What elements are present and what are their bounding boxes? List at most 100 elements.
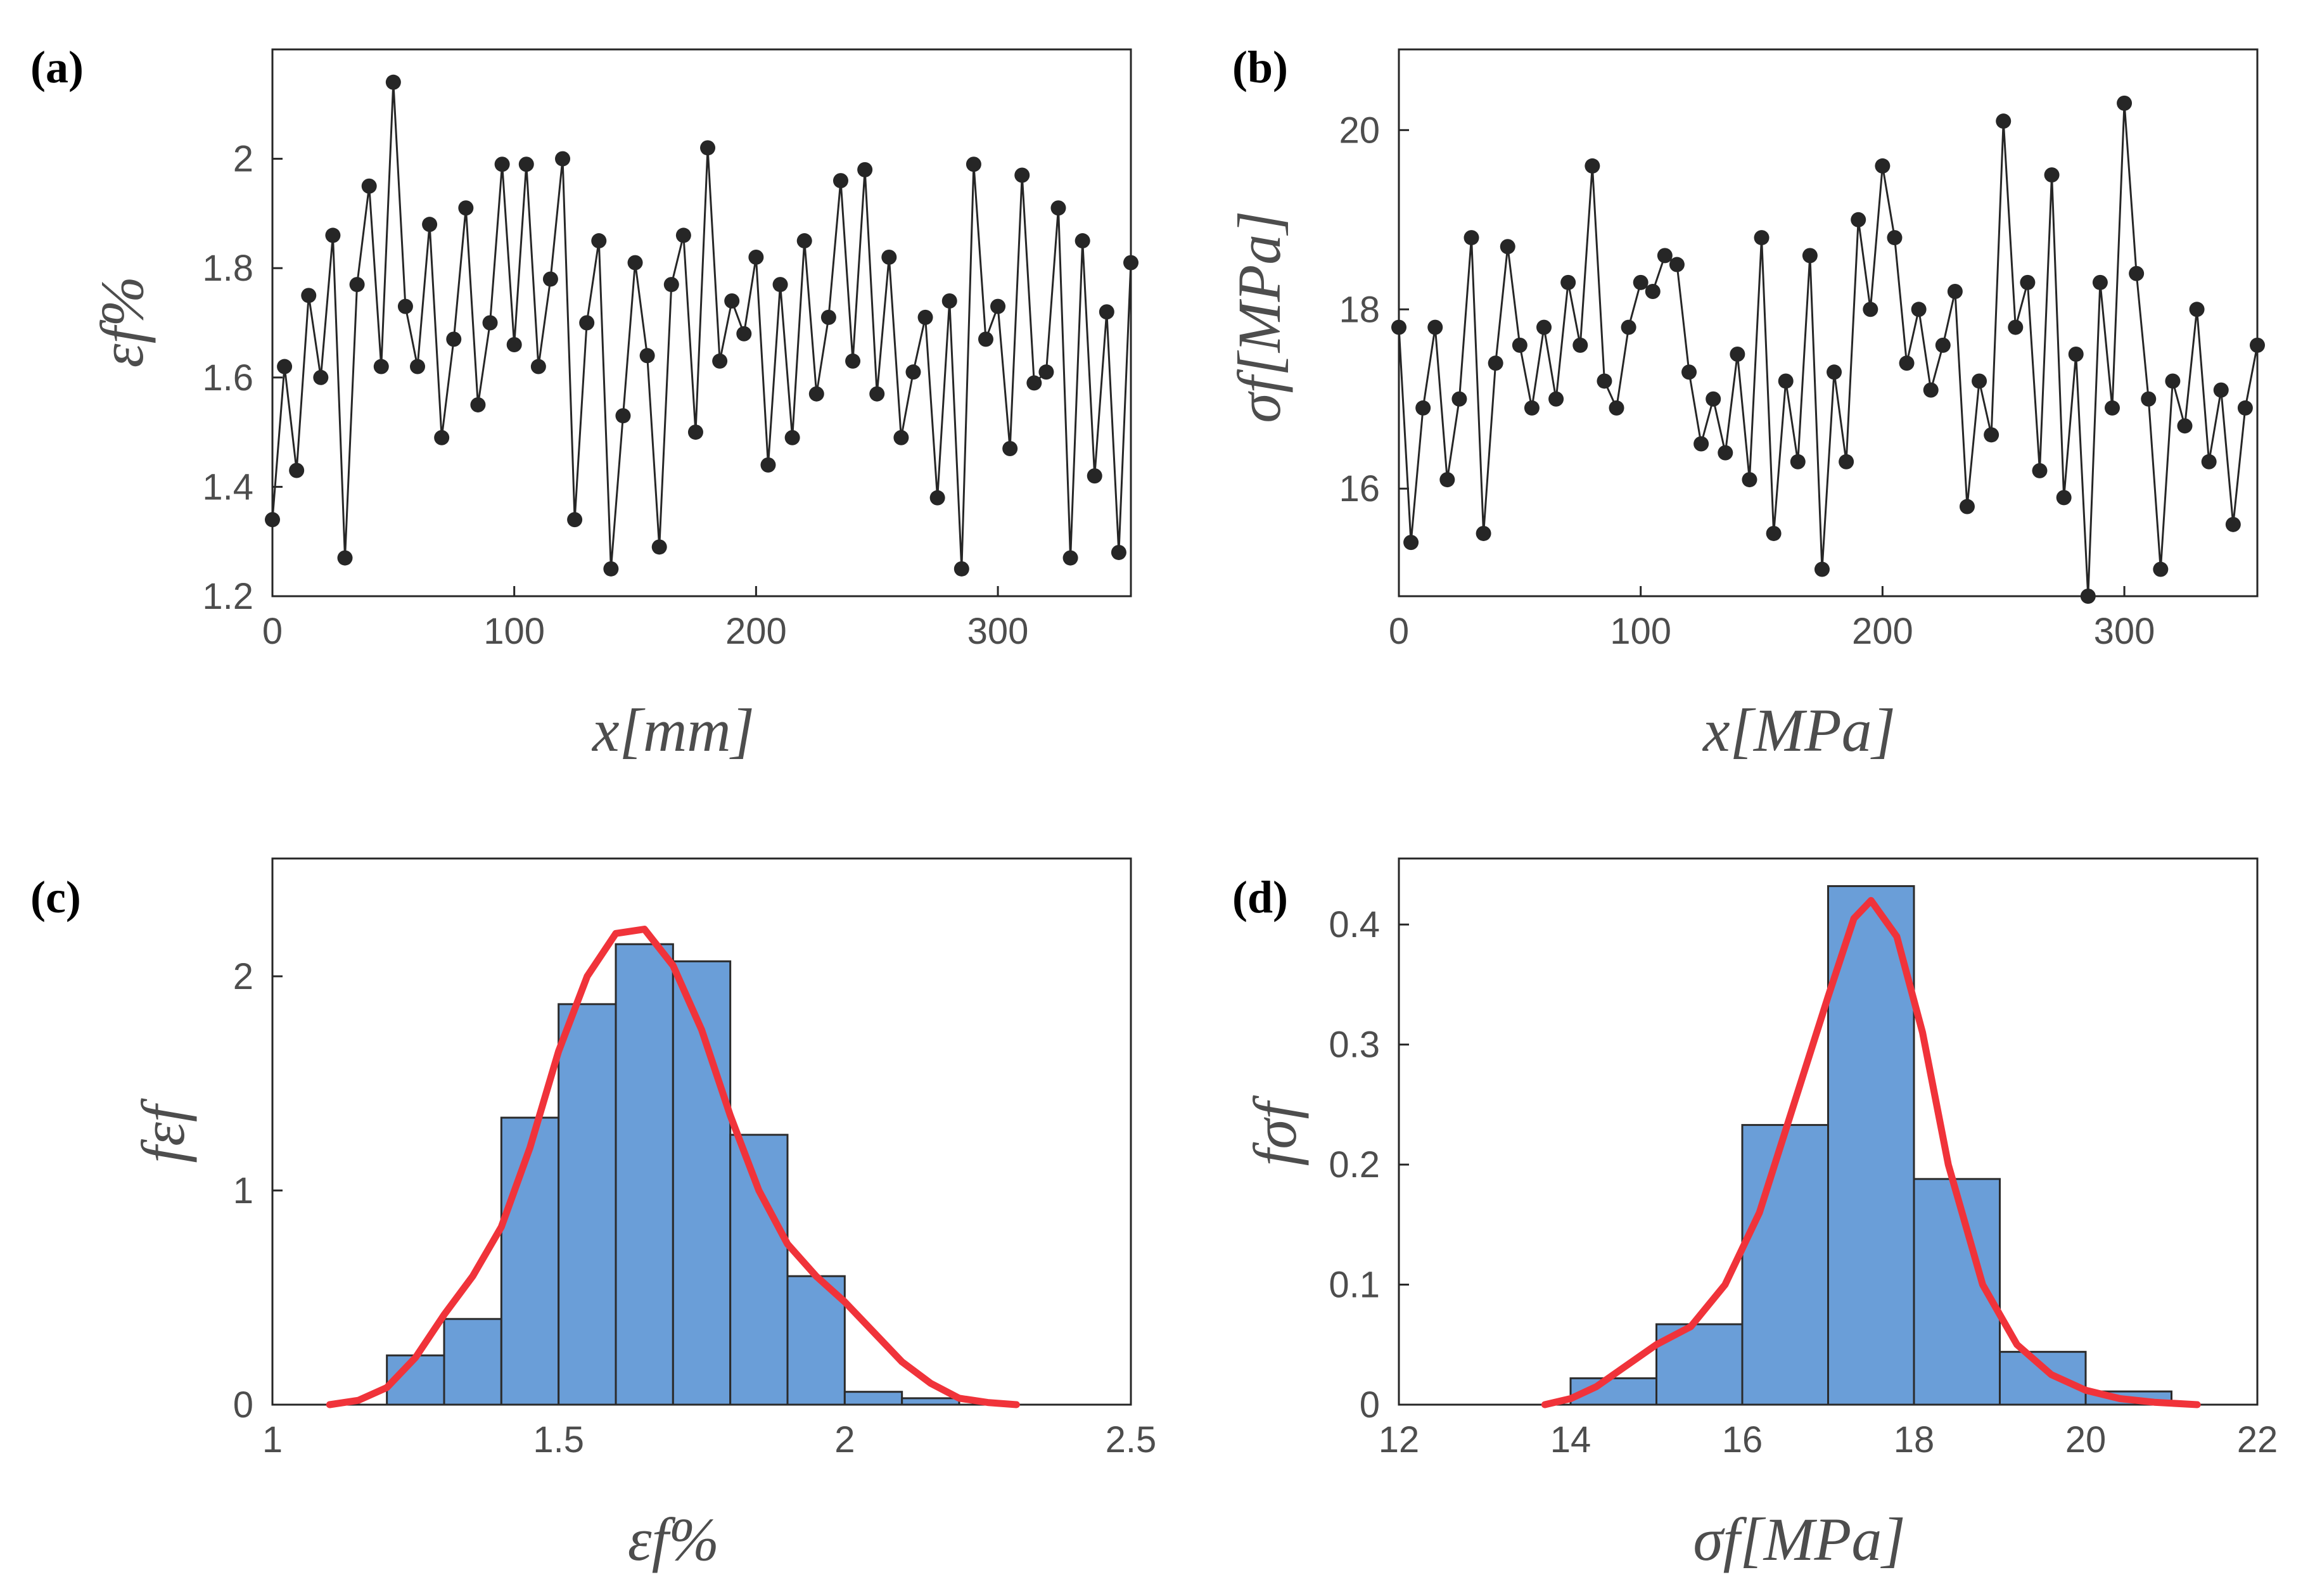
panel-b-data-point (1415, 400, 1431, 416)
panel-b-data-point (2008, 319, 2024, 335)
panel-d-ytick-label: 0.1 (1329, 1265, 1380, 1306)
panel-a-data-point (1050, 200, 1066, 216)
panel-d-histogram-bar (1999, 1351, 2087, 1406)
panel-a-data-point (482, 315, 498, 331)
panel-c-histogram-bar (729, 1133, 789, 1406)
panel-b-data-point (2201, 454, 2217, 469)
panel-b-data-point (2141, 391, 2157, 407)
panel-d-xtick-label: 12 (1379, 1419, 1420, 1460)
panel-b-xtick-label: 0 (1389, 611, 1409, 652)
panel-d-ytick-label: 0 (1360, 1384, 1380, 1426)
panel-b-data-point (2237, 400, 2253, 416)
panel-b-data-point (1851, 212, 1866, 227)
panel-b-series-line (1398, 103, 2259, 597)
panel-b-data-point (1391, 319, 1406, 335)
panel-b-data-point (1693, 436, 1709, 452)
panel-a-data-point (748, 249, 764, 265)
panel-a-plot: 0 100 200 300 1.2 1.4 1.6 1.8 2 (202, 48, 1138, 652)
panel-a-ylabel: εf% (88, 276, 156, 367)
panel-a-data-point (434, 430, 450, 445)
panel-b-data-point (1476, 525, 1491, 541)
panel-a-data-point (1038, 364, 1054, 380)
panel-a-data-point (446, 331, 462, 347)
panel-b-ytick-label: 18 (1339, 289, 1380, 330)
panel-b-data-point (1790, 454, 1806, 469)
panel-b-data-point (1935, 337, 1951, 353)
panel-a-data-point (579, 315, 595, 331)
panel-a-data-point (941, 293, 957, 309)
panel-b-data-point (1778, 373, 1794, 389)
panel-b-data-point (2080, 589, 2096, 604)
panel-a-data-point (893, 430, 909, 445)
panel-b-data-point (1512, 337, 1527, 353)
panel-a-data-point (301, 288, 317, 303)
panel-a-data-point (1062, 550, 1078, 566)
panel-b-data-point (1524, 400, 1540, 416)
panel-a-data-point (555, 151, 571, 167)
panel-a-data-point (1002, 440, 1018, 456)
panel-a-data-point (675, 227, 691, 243)
panel-a-data-point (325, 227, 341, 243)
panel-b-data-point (1403, 535, 1419, 551)
panel-a-data-point (905, 364, 921, 380)
panel-a-data-point (881, 249, 897, 265)
panel-a-data-point (990, 298, 1006, 314)
panel-a-data-point (289, 463, 305, 478)
panel-b-data-point (1585, 158, 1600, 174)
panel-a-letter: (a) (30, 42, 84, 93)
panel-b-data-point (1451, 391, 1467, 407)
panel-d: (d) 12 14 16 18 20 22 0 0.1 0.2 0.3 0.4 σf[MPa] fσ… (1232, 857, 2278, 1573)
panel-a-data-point (337, 550, 353, 566)
panel-a-data-point (615, 408, 631, 424)
panel-b-data-point (1633, 274, 1649, 290)
panel-d-xtick-label: 14 (1550, 1419, 1591, 1460)
panel-a-data-point (385, 74, 401, 90)
panel-b-data-point (1536, 319, 1552, 335)
panel-a-data-point (796, 233, 812, 249)
panel-a-data-point (832, 173, 848, 189)
panel-b-data-point (2213, 382, 2229, 398)
panel-b-data-point (1439, 472, 1455, 488)
panel-b-data-point (1609, 400, 1624, 416)
panel-c-histogram-bar (500, 1116, 560, 1406)
panel-b-data-point (1875, 158, 1891, 174)
panel-a-data-point (591, 233, 607, 249)
panel-a-xtick-label: 300 (967, 611, 1029, 652)
panel-a-data-point (373, 359, 389, 374)
panel-a-data-point (1099, 304, 1114, 320)
panel-d-xtick-label: 16 (1722, 1419, 1763, 1460)
panel-a-ytick-label: 2 (233, 139, 253, 180)
panel-a-data-point (966, 156, 981, 172)
panel-a-data-point (820, 309, 836, 325)
panel-b-data-point (1959, 499, 1975, 514)
panel-a-data-point (712, 353, 728, 369)
panel-a-data-point (518, 156, 534, 172)
panel-c-xtick-label: 1.5 (533, 1419, 584, 1460)
panel-b-data-point (1548, 391, 1564, 407)
panel-d-plot: 12 14 16 18 20 22 0 0.1 0.2 0.3 0.4 (1329, 857, 2278, 1460)
panel-a-data-point (869, 386, 885, 402)
panel-a-data-point (651, 539, 667, 555)
panel-b-data-point (1718, 445, 1733, 461)
panel-a-data-point (639, 348, 655, 364)
panel-d-xtick-label: 22 (2237, 1419, 2278, 1460)
panel-b-plot: 0 100 200 300 16 18 20 (1339, 48, 2265, 652)
panel-a-data-point (724, 293, 740, 309)
panel-b-data-point (2020, 274, 2036, 290)
panel-a-ytick-label: 1.4 (202, 466, 253, 508)
panel-b-data-point (1669, 257, 1685, 272)
panel-b-data-point (1996, 113, 2012, 129)
panel-a-data-point (603, 561, 619, 577)
panel-b-data-point (1814, 561, 1830, 577)
panel-a-data-point (567, 512, 583, 528)
panel-a-data-point (857, 162, 873, 177)
panel-d-histogram-bar (1827, 885, 1915, 1406)
panel-b-data-point (1597, 373, 1612, 389)
panel-c-histogram-bar (443, 1318, 502, 1406)
panel-a-data-point (808, 386, 824, 402)
panel-b-data-point (2250, 337, 2265, 353)
panel-c-xtick-label: 2 (834, 1419, 855, 1460)
panel-d-histogram-bar (1741, 1124, 1829, 1406)
panel-b-data-point (1802, 248, 1818, 264)
